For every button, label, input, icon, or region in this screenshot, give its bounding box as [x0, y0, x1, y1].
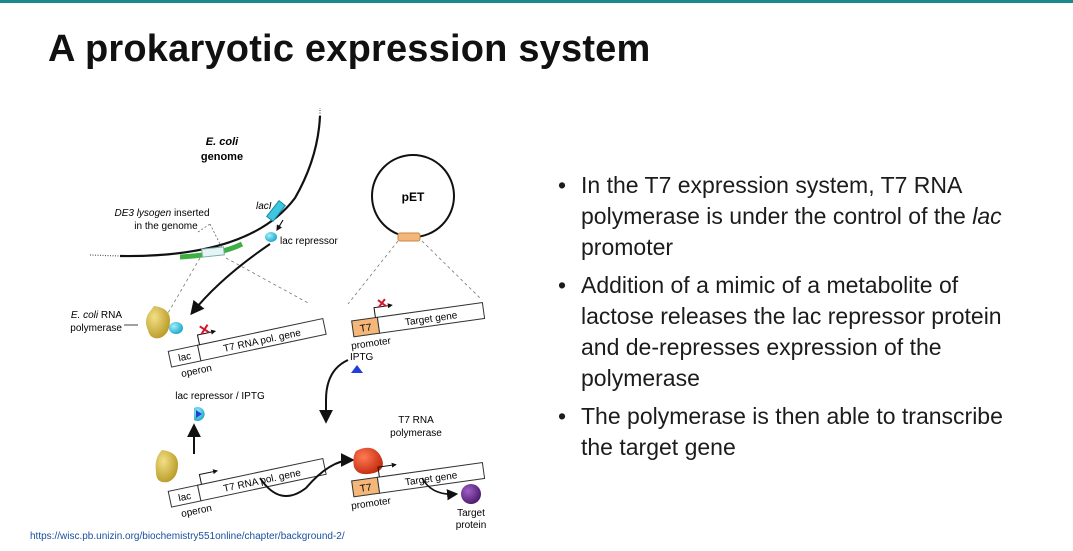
t7-rnap-label: T7 RNA — [398, 415, 434, 426]
target-protein-label: Target — [457, 508, 485, 519]
target-gene-box-top — [376, 301, 486, 334]
bullet-list: In the T7 expression system, T7 RNA poly… — [556, 170, 1026, 470]
svg-text:genome: genome — [201, 151, 243, 163]
t7-rnap-shape — [353, 447, 383, 475]
svg-text:polymerase: polymerase — [390, 428, 442, 439]
t7-rnap-production-arrow — [259, 453, 355, 497]
svg-text:in the genome: in the genome — [134, 221, 198, 232]
svg-text:operon: operon — [180, 363, 213, 380]
target-gene-box-bottom — [376, 461, 486, 494]
svg-text:lac: lac — [177, 491, 192, 504]
pet-label: pET — [402, 190, 425, 204]
svg-text:lac: lac — [177, 351, 192, 364]
lac-repressor-label: lac repressor — [280, 236, 338, 247]
slide-title: A prokaryotic expression system — [48, 28, 651, 70]
svg-text:polymerase: polymerase — [70, 323, 122, 334]
accent-top-bar — [0, 0, 1073, 3]
iptg-triangle — [351, 365, 363, 373]
target-protein-shape — [461, 484, 481, 504]
t7-rna-pol-gene-box — [197, 317, 327, 362]
lac-repressor-shape — [265, 232, 277, 242]
ecoli-genome-label: E. coli — [206, 136, 239, 148]
t7-expression-diagram: E. coli genome DE3 lysogen inserted in t… — [70, 108, 487, 531]
source-link[interactable]: https://wisc.pb.unizin.org/biochemistry5… — [30, 531, 345, 542]
svg-text:protein: protein — [456, 520, 487, 531]
svg-text:promoter: promoter — [350, 336, 392, 353]
bullet-item: Addition of a mimic of a metabolite of l… — [556, 270, 1026, 394]
bullet-item: The polymerase is then able to transcrib… — [556, 401, 1026, 463]
pet-t7-promoter-segment — [397, 232, 421, 242]
ecoli-rnap-label: E. coli RNA — [71, 310, 122, 321]
bullet-item: In the T7 expression system, T7 RNA poly… — [556, 170, 1026, 263]
de3-label: DE3 lysogen inserted — [114, 208, 209, 219]
laci-gene — [265, 199, 287, 223]
iptg-label: IPTG — [350, 352, 374, 363]
ecoli-genome-arc — [119, 115, 322, 258]
svg-text:operon: operon — [180, 503, 213, 520]
laci-label: lacI — [256, 201, 272, 212]
ecoli-rnap-shape-bottom — [155, 450, 178, 483]
svg-text:T7: T7 — [359, 482, 373, 495]
lac-repressor-iptg-label: lac repressor / IPTG — [175, 391, 265, 402]
target-protein-arrow — [421, 477, 459, 501]
ecoli-rnap-shape — [146, 306, 170, 339]
svg-text:T7: T7 — [359, 322, 373, 335]
iptg-induction-arrow — [319, 359, 349, 424]
svg-text:promoter: promoter — [350, 496, 392, 513]
repressor-binding-arrow — [190, 243, 271, 316]
